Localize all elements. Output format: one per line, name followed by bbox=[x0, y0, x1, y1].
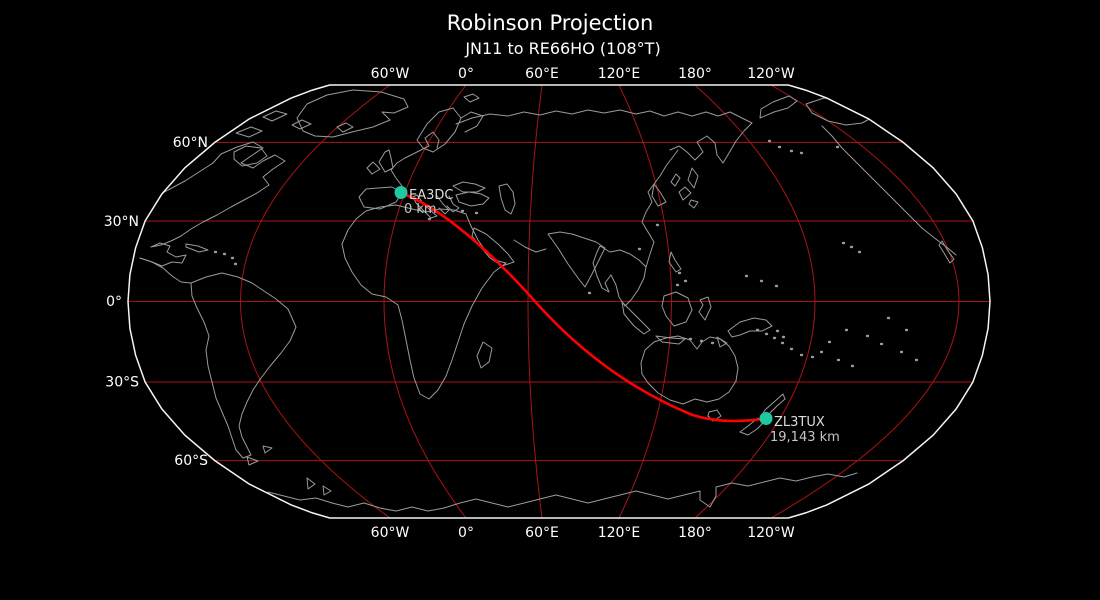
great-circle-path bbox=[399, 191, 768, 423]
start-callsign: EA3DC bbox=[409, 188, 453, 203]
lat-ticks: 60°N 30°N 0° 30°S 60°S bbox=[104, 135, 208, 469]
graticule-meridians bbox=[240, 85, 960, 518]
page-subtitle: JN11 to RE66HO (108°T) bbox=[464, 39, 660, 58]
start-distance: 0 km bbox=[404, 202, 437, 217]
lon-tick: 180° bbox=[678, 525, 712, 541]
lat-tick: 0° bbox=[106, 294, 122, 310]
lon-tick: 180° bbox=[678, 66, 712, 82]
end-distance: 19,143 km bbox=[770, 430, 840, 445]
lon-tick: 120°W bbox=[747, 525, 795, 541]
end-marker bbox=[759, 412, 773, 425]
lat-tick: 60°S bbox=[174, 453, 208, 469]
lon-tick: 0° bbox=[458, 66, 474, 82]
lon-tick: 0° bbox=[458, 525, 474, 541]
lon-tick: 60°E bbox=[525, 525, 559, 541]
lon-tick: 60°E bbox=[525, 66, 559, 82]
start-station-label: EA3DC 0 km bbox=[404, 188, 453, 217]
page-title: Robinson Projection bbox=[447, 11, 654, 35]
lon-ticks-bottom: 60°W 0° 60°E 120°E 180° 120°W bbox=[371, 525, 795, 541]
lat-tick: 30°S bbox=[105, 375, 139, 391]
lat-tick: 30°N bbox=[104, 214, 139, 230]
end-callsign: ZL3TUX bbox=[774, 415, 825, 430]
lat-tick: 60°N bbox=[173, 135, 208, 151]
lon-tick: 120°E bbox=[598, 525, 641, 541]
start-marker bbox=[394, 186, 408, 199]
lon-ticks-top: 60°W 0° 60°E 120°E 180° 120°W bbox=[371, 66, 795, 82]
end-station-label: ZL3TUX 19,143 km bbox=[770, 415, 840, 445]
map-outline bbox=[127, 84, 991, 519]
lon-tick: 60°W bbox=[371, 525, 410, 541]
lon-tick: 60°W bbox=[371, 66, 410, 82]
lon-tick: 120°E bbox=[598, 66, 641, 82]
island-dots bbox=[213, 139, 919, 368]
lon-tick: 120°W bbox=[747, 66, 795, 82]
